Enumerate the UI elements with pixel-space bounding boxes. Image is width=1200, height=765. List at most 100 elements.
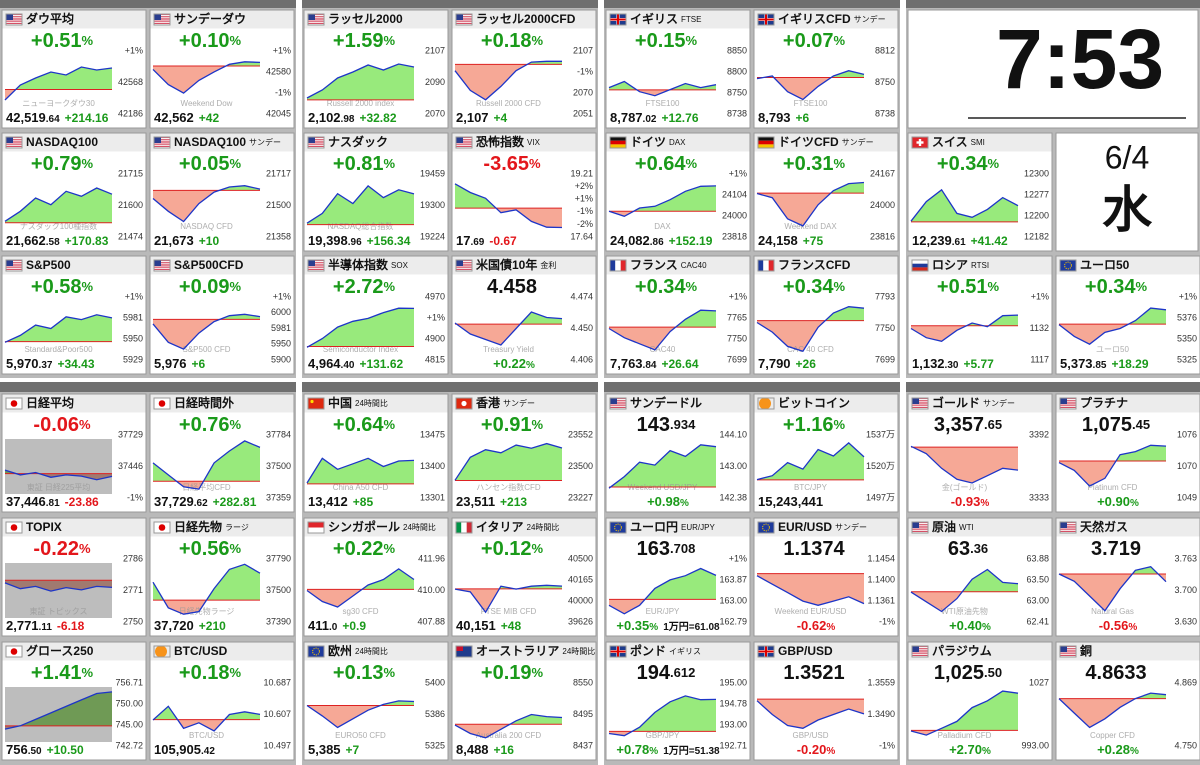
flag bbox=[757, 645, 775, 658]
flag-part bbox=[1060, 527, 1076, 529]
watermark: S&P500 CFD bbox=[182, 345, 230, 354]
axis-label: +1% bbox=[273, 291, 291, 301]
axis-label: 194.78 bbox=[719, 698, 747, 708]
panel-name: フランス CAC40 bbox=[630, 258, 707, 272]
panel-header bbox=[754, 518, 898, 537]
footer-part: +34.43 bbox=[57, 357, 94, 371]
headline: 3,357.65 bbox=[934, 414, 1002, 436]
area-up bbox=[307, 458, 414, 484]
footer-part: +152.19 bbox=[669, 234, 713, 248]
flag-part bbox=[912, 402, 928, 404]
flag-part bbox=[620, 260, 626, 271]
flag-part bbox=[609, 397, 627, 410]
watermark: ユーロ50 bbox=[1096, 345, 1129, 354]
footer-part: +10 bbox=[199, 234, 220, 248]
panel-name-text: S&P500CFD bbox=[174, 258, 244, 272]
axis-label: 1070 bbox=[1177, 461, 1197, 471]
axis-label: 7765 bbox=[727, 312, 747, 322]
price-line bbox=[152, 440, 261, 490]
flag-part bbox=[912, 523, 928, 525]
footer-part: .98 bbox=[341, 114, 355, 125]
flag-part bbox=[912, 646, 919, 652]
flag-part bbox=[1060, 529, 1076, 531]
axis-label: 3.630 bbox=[1174, 616, 1197, 626]
group-bar bbox=[604, 382, 900, 392]
footer: 23,511 +213 bbox=[456, 494, 527, 509]
price-line bbox=[152, 563, 261, 615]
footer: +0.28% bbox=[1097, 742, 1139, 757]
footer: +0.98% bbox=[647, 494, 689, 509]
area-down bbox=[1059, 324, 1166, 345]
area-down bbox=[757, 573, 864, 606]
flag bbox=[911, 397, 929, 410]
flag bbox=[307, 13, 325, 26]
panel-sub: イギリス bbox=[669, 647, 701, 656]
panel-header bbox=[606, 133, 750, 152]
axis-label: 1027 bbox=[1029, 677, 1049, 687]
flag bbox=[609, 397, 627, 410]
axis-label: -1% bbox=[127, 492, 143, 502]
footer-part: -0.67 bbox=[489, 234, 517, 248]
flag-part bbox=[456, 20, 472, 22]
panel-header bbox=[150, 133, 294, 152]
panel-header bbox=[1056, 642, 1200, 661]
axis-label: 10.607 bbox=[263, 709, 291, 719]
flag bbox=[307, 645, 325, 658]
axis-label: 13301 bbox=[420, 492, 445, 502]
headline-part: 1.1374 bbox=[783, 538, 845, 560]
flag-part bbox=[308, 260, 324, 262]
panel-name-text: 半導体指数 bbox=[328, 257, 389, 272]
headline: +0.64% bbox=[635, 153, 698, 175]
panel-header bbox=[304, 10, 448, 29]
flag-part bbox=[912, 649, 928, 651]
flag-part bbox=[1060, 524, 1076, 526]
flag bbox=[609, 521, 627, 534]
axis-label: 8850 bbox=[727, 45, 747, 55]
headline-part: % bbox=[834, 156, 846, 171]
footer-part: +0.22 bbox=[493, 356, 526, 371]
flag-part bbox=[912, 522, 928, 524]
headline-part: % bbox=[82, 665, 94, 680]
flag-part bbox=[6, 144, 22, 146]
footer-part: 23,511 bbox=[456, 494, 495, 509]
panel-header bbox=[304, 256, 448, 275]
footer: 4,964.40 +131.62 bbox=[308, 356, 403, 371]
footer-part: 5,385 bbox=[308, 742, 341, 757]
group-bar bbox=[906, 382, 1200, 392]
axis-label: 8550 bbox=[573, 677, 593, 687]
flag-part bbox=[757, 136, 775, 149]
panel-sub: サンデー bbox=[854, 14, 886, 24]
footer-part: .0 bbox=[329, 622, 338, 633]
flag-part bbox=[456, 15, 472, 17]
axis-label: -1% bbox=[577, 206, 593, 216]
headline-part: % bbox=[529, 156, 541, 171]
panel-sub: WTI bbox=[959, 523, 974, 532]
headline-part: % bbox=[230, 33, 242, 48]
panel-header bbox=[1056, 518, 1200, 537]
footer-part: +0.35 bbox=[616, 618, 649, 633]
flag-part bbox=[456, 14, 463, 20]
panel-header bbox=[606, 518, 750, 537]
flag-part bbox=[759, 397, 771, 410]
headline-part: +1.59 bbox=[333, 30, 384, 52]
flag-part bbox=[614, 523, 622, 532]
axis-label: +1% bbox=[125, 45, 143, 55]
axis-label: 4.474 bbox=[570, 291, 593, 301]
flag-part bbox=[154, 141, 170, 143]
footer-part: -0.93 bbox=[951, 494, 981, 509]
flag-part bbox=[758, 144, 774, 148]
flag-part bbox=[307, 13, 325, 26]
flag-part bbox=[5, 136, 23, 149]
footer-part: % bbox=[649, 622, 658, 633]
flag-part bbox=[610, 140, 626, 145]
panel-name: 原油 WTI bbox=[932, 519, 974, 534]
area-down bbox=[1059, 574, 1166, 611]
footer-part: +170.83 bbox=[65, 234, 109, 248]
area-down bbox=[455, 64, 562, 100]
footer: 1,132.30 +5.77 bbox=[912, 356, 994, 371]
panel-name-text: ダウ平均 bbox=[26, 11, 74, 26]
footer: 24,082.86 +152.19 bbox=[610, 233, 713, 248]
flag-part bbox=[456, 14, 472, 16]
flag-part bbox=[1060, 401, 1076, 403]
axis-label: 37390 bbox=[266, 616, 291, 626]
